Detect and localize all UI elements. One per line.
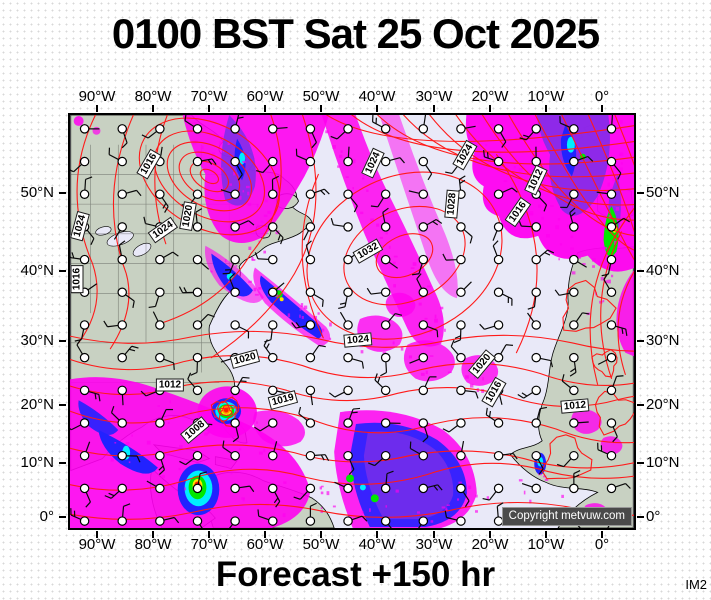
lat-axis-label-right: 10°N — [646, 454, 680, 471]
axis-tick — [208, 105, 210, 112]
axis-tick — [59, 404, 66, 406]
axis-tick — [433, 105, 435, 112]
lat-axis-label-left: 50°N — [20, 184, 54, 201]
map-frame: 1016 1024 1020 1024 1016 1024 1024 1028 1032 1012… — [68, 113, 636, 530]
lon-axis-label-top: 10°W — [527, 88, 565, 105]
axis-tick — [59, 192, 66, 194]
axis-tick — [637, 462, 644, 464]
lon-axis-label-top: 0° — [594, 88, 610, 105]
great-lakes — [95, 226, 152, 257]
lon-axis-label-top: 50°W — [302, 88, 340, 105]
lat-axis-label-left: 10°N — [20, 454, 54, 471]
axis-tick — [637, 516, 644, 518]
lon-axis-label-bottom: 60°W — [246, 536, 284, 553]
copyright-badge: Copyright metvuw.com — [501, 507, 632, 526]
axis-tick — [376, 531, 378, 538]
lon-axis-label-bottom: 70°W — [190, 536, 228, 553]
axis-tick — [545, 105, 547, 112]
isobar-value-label: 1012 — [155, 378, 185, 392]
axis-tick — [320, 105, 322, 112]
lon-axis-label-top: 80°W — [134, 88, 172, 105]
corner-label: IM2 — [685, 577, 707, 592]
isobar-value-label: 1024 — [343, 332, 373, 348]
axis-tick — [96, 531, 98, 538]
axis-tick — [59, 340, 66, 342]
lon-axis-label-top: 30°W — [415, 88, 453, 105]
axis-tick — [59, 462, 66, 464]
chart-title: 0100 BST Sat 25 Oct 2025 — [111, 10, 600, 57]
axis-tick — [601, 105, 603, 112]
axis-tick — [59, 516, 66, 518]
lat-axis-label-left: 0° — [39, 508, 54, 525]
axis-tick — [601, 531, 603, 538]
lon-axis-label-bottom: 10°W — [527, 536, 565, 553]
forecast-label: Forecast +150 hr — [215, 555, 496, 594]
lat-axis-label-right: 40°N — [646, 262, 680, 279]
lat-axis-label-right: 30°N — [646, 332, 680, 349]
axis-tick — [208, 531, 210, 538]
isobar-value-label: 1028 — [444, 189, 460, 219]
lat-axis-label-left: 20°N — [20, 396, 54, 413]
lon-axis-label-bottom: 30°W — [415, 536, 453, 553]
axis-tick — [489, 105, 491, 112]
lon-axis-label-bottom: 0° — [594, 536, 610, 553]
lat-axis-label-right: 20°N — [646, 396, 680, 413]
axis-tick — [637, 192, 644, 194]
lon-axis-label-top: 90°W — [78, 88, 116, 105]
isobar-value-label: 1012 — [560, 398, 590, 414]
axis-tick — [637, 340, 644, 342]
lon-axis-label-bottom: 40°W — [358, 536, 396, 553]
lat-axis-label-right: 50°N — [646, 184, 680, 201]
axis-tick — [376, 105, 378, 112]
axis-tick — [489, 531, 491, 538]
axis-tick — [264, 531, 266, 538]
map-canvas — [70, 115, 634, 528]
lon-axis-label-bottom: 20°W — [471, 536, 509, 553]
lon-axis-label-top: 60°W — [246, 88, 284, 105]
axis-tick — [152, 105, 154, 112]
lon-axis-label-top: 20°W — [471, 88, 509, 105]
axis-tick — [59, 270, 66, 272]
axis-tick — [152, 531, 154, 538]
axis-tick — [320, 531, 322, 538]
lat-axis-label-left: 30°N — [20, 332, 54, 349]
lon-axis-label-bottom: 90°W — [78, 536, 116, 553]
lon-axis-label-bottom: 80°W — [134, 536, 172, 553]
axis-tick — [637, 404, 644, 406]
lon-axis-label-bottom: 50°W — [302, 536, 340, 553]
lon-axis-label-top: 40°W — [358, 88, 396, 105]
lat-axis-label-left: 40°N — [20, 262, 54, 279]
axis-tick — [96, 105, 98, 112]
axis-tick — [637, 270, 644, 272]
axis-tick — [433, 531, 435, 538]
lat-axis-label-right: 0° — [646, 508, 661, 525]
lon-axis-label-top: 70°W — [190, 88, 228, 105]
axis-tick — [264, 105, 266, 112]
axis-tick — [545, 531, 547, 538]
wind-barbs-layer — [70, 115, 631, 528]
isobar-value-label: 1016 — [70, 264, 84, 294]
